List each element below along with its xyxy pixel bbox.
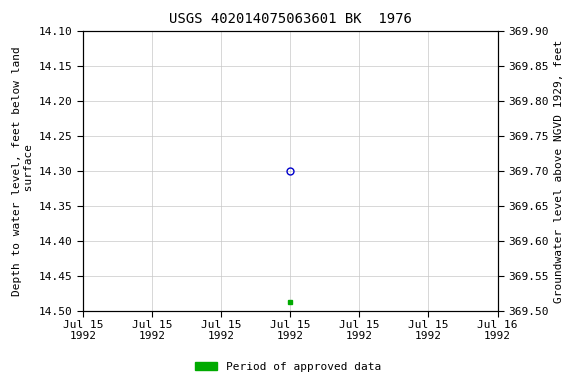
- Y-axis label: Depth to water level, feet below land
 surface: Depth to water level, feet below land su…: [12, 46, 33, 296]
- Y-axis label: Groundwater level above NGVD 1929, feet: Groundwater level above NGVD 1929, feet: [554, 40, 564, 303]
- Title: USGS 402014075063601 BK  1976: USGS 402014075063601 BK 1976: [169, 12, 412, 26]
- Legend: Period of approved data: Period of approved data: [191, 358, 385, 377]
